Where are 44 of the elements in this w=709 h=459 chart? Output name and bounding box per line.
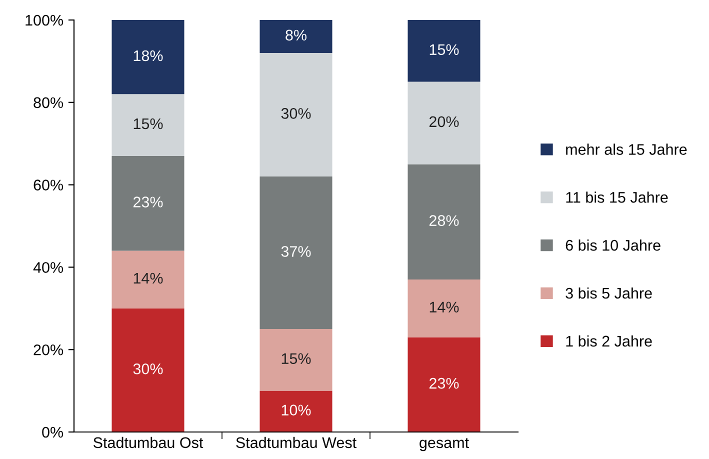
bar bbox=[112, 94, 184, 156]
legend-label: 3 bis 5 Jahre bbox=[566, 287, 652, 299]
bar bbox=[408, 164, 480, 280]
data-label: 28% bbox=[429, 215, 459, 226]
data-label: 30% bbox=[133, 363, 163, 374]
data-label: 18% bbox=[134, 50, 163, 62]
data-label: 23% bbox=[133, 196, 163, 208]
x-tick-label: Stadtumbau West bbox=[236, 436, 356, 448]
bar bbox=[260, 390, 332, 432]
x-tick-label: gesamt bbox=[420, 438, 469, 452]
y-tick-label: 80% bbox=[34, 97, 64, 108]
data-label: 14% bbox=[134, 272, 163, 284]
data-label: 15% bbox=[282, 353, 311, 364]
data-label: 10% bbox=[282, 404, 311, 416]
y-tick-label: 40% bbox=[33, 262, 64, 273]
data-label: 15% bbox=[430, 44, 459, 55]
data-label: 8% bbox=[286, 30, 306, 41]
y-tick-label: 0% bbox=[42, 426, 64, 438]
legend-label: 11 bis 15 Jahre bbox=[566, 192, 668, 203]
bar bbox=[408, 280, 480, 338]
bar bbox=[112, 20, 184, 94]
y-tick-label: 100% bbox=[26, 14, 64, 26]
data-label: 14% bbox=[430, 302, 459, 312]
data-label: 23% bbox=[429, 378, 459, 389]
legend-label: 1 bis 2 Jahre bbox=[566, 335, 652, 347]
bar bbox=[260, 176, 332, 329]
y-tick-label: 60% bbox=[34, 180, 64, 190]
bar bbox=[260, 329, 332, 391]
data-label: 30% bbox=[281, 108, 311, 119]
data-label: 15% bbox=[134, 118, 163, 130]
bar bbox=[408, 20, 480, 82]
legend-label: mehr als 15 Jahre bbox=[566, 144, 687, 155]
bar bbox=[408, 82, 480, 164]
bar bbox=[112, 250, 184, 308]
bar bbox=[408, 337, 480, 432]
x-tick-label: Stadtumbau Ost bbox=[94, 436, 204, 448]
data-label: 20% bbox=[429, 116, 459, 128]
data-label: 37% bbox=[281, 246, 311, 257]
bar bbox=[112, 308, 184, 432]
bar bbox=[112, 156, 184, 251]
legend-label: 6 bis 10 Jahre bbox=[566, 240, 660, 251]
bar bbox=[260, 52, 332, 177]
y-tick-label: 20% bbox=[34, 344, 64, 356]
bar bbox=[260, 20, 332, 53]
